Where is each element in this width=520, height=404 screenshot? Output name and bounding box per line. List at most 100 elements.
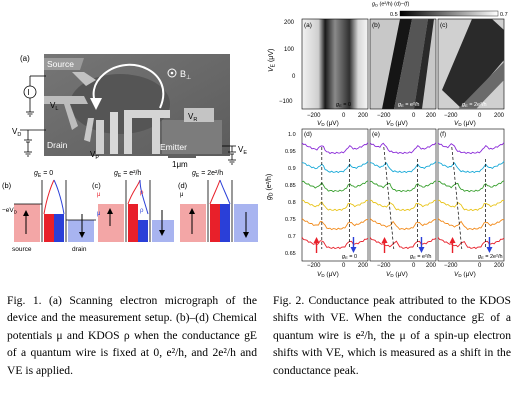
svg-text:gE = 2e²/h: gE = 2e²/h: [462, 102, 487, 108]
svg-text:100: 100: [284, 47, 295, 53]
svg-text:0.9: 0.9: [288, 166, 296, 172]
energy-diagram-d: (d) gE = 2e²/h μ: [178, 170, 258, 242]
conductance-curve: [437, 199, 505, 212]
sem-micrograph: [44, 54, 230, 156]
colorbar-min: 0.5: [390, 12, 398, 18]
electron-path-arrow: [92, 63, 165, 109]
svg-text:0: 0: [478, 113, 482, 119]
svg-text:−200: −200: [377, 263, 391, 269]
svg-text:−200: −200: [377, 113, 391, 119]
svg-text:gE = 2e²/h: gE = 2e²/h: [192, 170, 223, 179]
fig1-panel-a-label: (a): [20, 54, 30, 63]
svg-text:−200: −200: [444, 113, 458, 119]
svg-text:gE = 0: gE = 0: [336, 102, 351, 108]
svg-text:0.65: 0.65: [285, 251, 296, 257]
line-panel-frame: [437, 128, 505, 262]
spin-up-arrowhead: [313, 237, 320, 243]
panel-d-label: (d): [178, 181, 188, 190]
map-b: (b) gE = e²/h: [369, 18, 437, 110]
svg-text:gD (e²/h): gD (e²/h): [266, 174, 275, 200]
svg-text:gE = 0: gE = 0: [34, 170, 53, 179]
conductance-curve: [437, 237, 505, 250]
line-panel-frame: [369, 128, 437, 262]
conductance-curve: [437, 180, 505, 193]
panel-c-label: (c): [92, 181, 101, 190]
b-field-label: B: [180, 69, 186, 79]
svg-text:VD (μV): VD (μV): [454, 271, 476, 278]
svg-text:0: 0: [412, 263, 416, 269]
conductance-curve: [301, 199, 369, 212]
svg-text:0.8: 0.8: [288, 200, 296, 206]
bottom-yticks: 1.0 0.95 0.9 0.85 0.8 0.75 0.7 0.65: [285, 132, 296, 257]
svg-text:200: 200: [358, 113, 369, 119]
figure-2: gD (e²/h) (d)−(f) 0.5 0.7 VE (μV) 200 10…: [266, 2, 508, 279]
conductance-curve: [369, 218, 437, 231]
svg-text:VE: VE: [238, 145, 247, 156]
svg-text:0.85: 0.85: [285, 183, 296, 189]
vp-label: V: [90, 150, 96, 159]
b-field-icon: [167, 68, 177, 78]
svg-text:0: 0: [478, 263, 482, 269]
line-panel-annotation: gE = e²/h: [410, 254, 431, 260]
conductance-curve: [369, 142, 437, 155]
peak-guide-line: [383, 146, 395, 250]
svg-text:0: 0: [342, 113, 346, 119]
svg-text:200: 200: [358, 263, 369, 269]
svg-text:gE = e²/h: gE = e²/h: [398, 102, 419, 108]
svg-text:B⊥: B⊥: [180, 69, 191, 81]
panel-c2-label: (c): [440, 22, 448, 29]
line-panel-label: (f): [440, 131, 446, 138]
bottom-xticks: −200 0 200 −200 0 200 −200 0 200: [307, 263, 505, 269]
colorbar-max: 0.7: [500, 12, 508, 18]
map-a: (a) gE = 0: [301, 18, 369, 110]
figure-1: (a) B⊥ Sourc: [2, 54, 258, 253]
top-xticks: −200 0 200 −200 0 200 −200 0 200: [307, 113, 505, 119]
svg-text:200: 200: [494, 263, 505, 269]
svg-text:VD: VD: [12, 127, 21, 138]
conductance-curve: [301, 142, 369, 155]
svg-text:gE = e²/h: gE = e²/h: [114, 170, 141, 179]
svg-text:−100: −100: [279, 99, 293, 105]
conductance-curve: [437, 161, 505, 174]
conductance-curve: [369, 237, 437, 250]
svg-text:200: 200: [426, 113, 437, 119]
figure-1-caption: Fig. 1. (a) Scanning electron micrograph…: [7, 294, 257, 377]
conductance-curve: [369, 199, 437, 212]
ve-label: V: [238, 145, 244, 154]
svg-text:−200: −200: [444, 263, 458, 269]
spin-down-arrowhead: [418, 247, 425, 253]
svg-text:200: 200: [426, 263, 437, 269]
svg-text:200: 200: [284, 20, 295, 26]
spin-up-arrowhead: [449, 237, 456, 243]
svg-text:VR: VR: [188, 112, 197, 123]
line-panel-annotation: gE = 0: [342, 254, 357, 260]
svg-text:0: 0: [342, 263, 346, 269]
spin-down-arrowhead: [486, 247, 493, 253]
line-plot-panels: (d) gE = 0 (e) gE = e²/h (f) gE = 2e²/h: [301, 128, 505, 262]
line-panel-label: (e): [372, 131, 380, 138]
vr-label: V: [188, 112, 194, 121]
vd-label: V: [12, 127, 18, 136]
emitter-label: Emitter: [160, 142, 187, 152]
svg-text:−200: −200: [307, 113, 321, 119]
scale-bar-label: 1μm: [172, 160, 188, 169]
conductance-curve: [301, 218, 369, 231]
panel-a2-label: (a): [304, 22, 312, 29]
conductance-curve: [437, 142, 505, 155]
svg-text:μ: μ: [97, 211, 101, 217]
svg-text:gD (e²/h) (d)−(f): gD (e²/h) (d)−(f): [372, 2, 409, 8]
vl-label: V: [50, 101, 56, 110]
svg-text:VL: VL: [50, 101, 58, 112]
svg-text:VD (μV): VD (μV): [317, 271, 339, 278]
svg-text:0.75: 0.75: [285, 217, 296, 223]
svg-text:0: 0: [412, 113, 416, 119]
svg-text:VD (μV): VD (μV): [386, 271, 408, 278]
bottom-xlabels: VD (μV) VD (μV) VD (μV): [317, 271, 476, 278]
top-yticks: 200 100 0 −100: [279, 20, 296, 105]
svg-text:−eVD: −eVD: [2, 207, 18, 215]
drain-side-label: drain: [72, 246, 87, 253]
svg-text:1.0: 1.0: [288, 132, 296, 138]
spin-up-arrowhead: [381, 237, 388, 243]
conductance-curve: [369, 180, 437, 193]
conductance-curve: [301, 180, 369, 193]
